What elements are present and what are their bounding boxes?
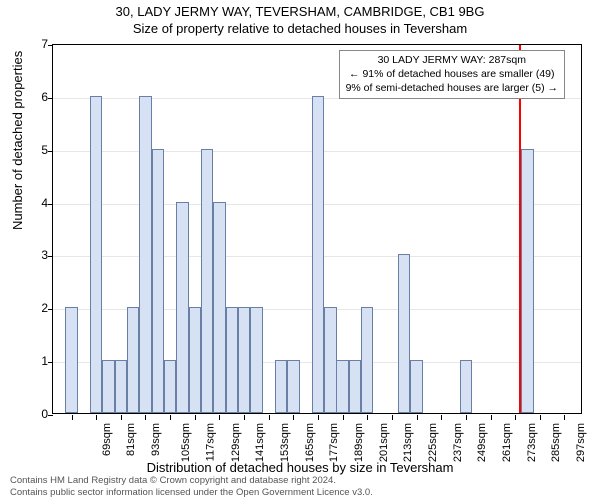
x-axis-title: Distribution of detached houses by size …: [0, 460, 600, 475]
footer-attribution: Contains HM Land Registry data © Crown c…: [10, 475, 373, 498]
x-tick-label: 273sqm: [526, 423, 538, 462]
highlight-line: [519, 45, 521, 413]
histogram-bar: [336, 360, 348, 413]
annotation-line: 30 LADY JERMY WAY: 287sqm: [346, 53, 558, 67]
x-tick-label: 153sqm: [279, 423, 291, 462]
x-tick-label: 141sqm: [255, 423, 267, 462]
annotation-box: 30 LADY JERMY WAY: 287sqm← 91% of detach…: [339, 50, 565, 99]
annotation-line: ← 91% of detached houses are smaller (49…: [346, 67, 558, 81]
histogram-bar: [324, 307, 336, 413]
x-tick-label: 129sqm: [230, 423, 242, 462]
x-tick-label: 177sqm: [328, 423, 340, 462]
x-tick-mark: [515, 415, 516, 420]
x-tick-label: 261sqm: [501, 423, 513, 462]
y-tick-label: 3: [28, 248, 48, 262]
x-tick-mark: [564, 415, 565, 420]
histogram-bar: [521, 149, 533, 413]
histogram-bar: [398, 254, 410, 413]
x-tick-mark: [145, 415, 146, 420]
footer-line1: Contains HM Land Registry data © Crown c…: [10, 475, 373, 486]
histogram-bar: [410, 360, 422, 413]
histogram-bar: [152, 149, 164, 413]
x-tick-mark: [121, 415, 122, 420]
chart-title-desc: Size of property relative to detached ho…: [0, 19, 600, 36]
plot-area: 69sqm81sqm93sqm105sqm117sqm129sqm141sqm1…: [52, 44, 582, 414]
x-tick-mark: [96, 415, 97, 420]
x-tick-mark: [466, 415, 467, 420]
x-tick-mark: [417, 415, 418, 420]
histogram-bar: [312, 96, 324, 413]
histogram-bar: [189, 307, 201, 413]
histogram-bar: [275, 360, 287, 413]
histogram-bar: [238, 307, 250, 413]
chart-title-address: 30, LADY JERMY WAY, TEVERSHAM, CAMBRIDGE…: [0, 0, 600, 19]
histogram-bar: [176, 202, 188, 413]
x-tick-label: 105sqm: [181, 423, 193, 462]
y-tick-mark: [48, 45, 53, 46]
y-tick-label: 5: [28, 143, 48, 157]
y-tick-label: 0: [28, 407, 48, 421]
x-tick-mark: [195, 415, 196, 420]
y-tick-label: 4: [28, 196, 48, 210]
x-tick-mark: [170, 415, 171, 420]
y-tick-mark: [48, 415, 53, 416]
y-tick-label: 7: [28, 37, 48, 51]
x-tick-label: 297sqm: [575, 423, 587, 462]
histogram-bar: [226, 307, 238, 413]
x-tick-mark: [343, 415, 344, 420]
x-tick-mark: [72, 415, 73, 420]
y-tick-mark: [48, 151, 53, 152]
x-tick-mark: [293, 415, 294, 420]
x-tick-mark: [367, 415, 368, 420]
x-tick-mark: [219, 415, 220, 420]
histogram-bar: [361, 307, 373, 413]
x-tick-label: 189sqm: [353, 423, 365, 462]
histogram-bar: [102, 360, 114, 413]
x-tick-mark: [540, 415, 541, 420]
x-tick-mark: [441, 415, 442, 420]
x-tick-label: 285sqm: [550, 423, 562, 462]
histogram-bar: [460, 360, 472, 413]
y-tick-label: 1: [28, 354, 48, 368]
histogram-bar: [349, 360, 361, 413]
y-tick-label: 6: [28, 90, 48, 104]
histogram-bar: [287, 360, 299, 413]
x-tick-label: 81sqm: [125, 423, 137, 456]
histogram-bar: [201, 149, 213, 413]
histogram-bar: [250, 307, 262, 413]
x-tick-label: 201sqm: [378, 423, 390, 462]
x-tick-mark: [491, 415, 492, 420]
histogram-bar: [127, 307, 139, 413]
histogram-bar: [164, 360, 176, 413]
x-tick-label: 225sqm: [427, 423, 439, 462]
y-tick-mark: [48, 362, 53, 363]
x-tick-label: 249sqm: [476, 423, 488, 462]
x-tick-label: 69sqm: [101, 423, 113, 456]
histogram-bar: [90, 96, 102, 413]
y-tick-label: 2: [28, 301, 48, 315]
y-tick-mark: [48, 309, 53, 310]
y-axis-title: Number of detached properties: [10, 51, 25, 230]
x-tick-label: 213sqm: [402, 423, 414, 462]
histogram-bar: [65, 307, 77, 413]
y-tick-mark: [48, 98, 53, 99]
annotation-line: 9% of semi-detached houses are larger (5…: [346, 81, 558, 95]
y-tick-mark: [48, 256, 53, 257]
x-tick-label: 93sqm: [150, 423, 162, 456]
chart-plot-wrap: 69sqm81sqm93sqm105sqm117sqm129sqm141sqm1…: [52, 44, 582, 414]
x-tick-label: 237sqm: [452, 423, 464, 462]
histogram-bar: [213, 202, 225, 413]
chart-container: 30, LADY JERMY WAY, TEVERSHAM, CAMBRIDGE…: [0, 0, 600, 500]
x-tick-mark: [318, 415, 319, 420]
x-tick-mark: [269, 415, 270, 420]
x-tick-label: 117sqm: [204, 423, 216, 461]
y-tick-mark: [48, 204, 53, 205]
footer-line2: Contains public sector information licen…: [10, 487, 373, 498]
histogram-bar: [139, 96, 151, 413]
x-tick-mark: [392, 415, 393, 420]
x-tick-mark: [244, 415, 245, 420]
x-tick-label: 165sqm: [304, 423, 316, 462]
histogram-bar: [115, 360, 127, 413]
